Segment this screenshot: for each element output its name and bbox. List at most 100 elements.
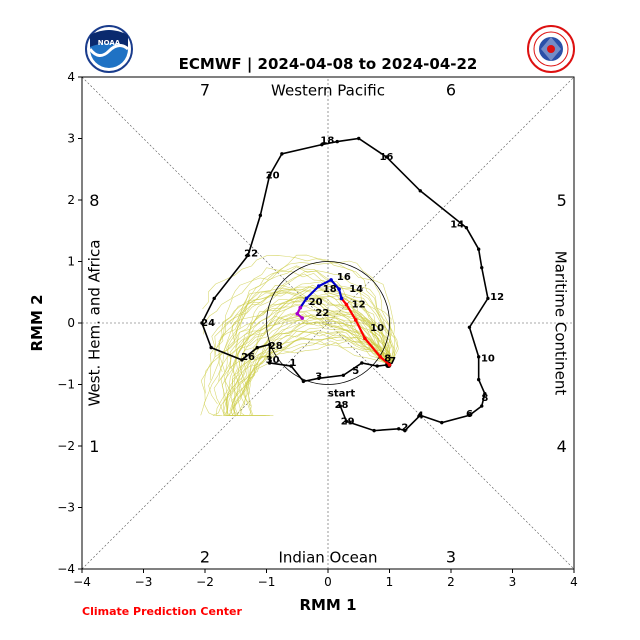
observed-day-label: 29	[341, 416, 355, 427]
observed-point	[280, 152, 284, 156]
ensemble-line	[226, 286, 395, 369]
ensemble-line	[214, 281, 390, 365]
observed-day-label: 22	[244, 249, 258, 260]
observed-path	[201, 137, 489, 432]
observed-point	[338, 404, 342, 408]
y-tick-label: −4	[57, 562, 75, 576]
forecast-point	[295, 311, 300, 316]
observed-point	[480, 265, 484, 270]
observed-point	[267, 173, 272, 178]
ensemble-line	[243, 317, 390, 416]
observed-point	[418, 413, 422, 417]
region-label-western-pacific: Western Pacific	[271, 81, 385, 99]
forecast-point	[387, 363, 392, 367]
observed-point	[483, 392, 487, 396]
forecast-point	[337, 287, 341, 291]
forecast-point	[298, 305, 303, 310]
ensemble-line	[234, 295, 393, 376]
ensemble-line	[200, 313, 390, 416]
observed-day-label: 28	[335, 400, 349, 411]
ensemble-line	[230, 313, 390, 416]
observed-point	[240, 358, 244, 362]
ensemble-line	[229, 303, 390, 412]
credit-text: Climate Prediction Center	[82, 605, 242, 618]
observed-point	[209, 345, 213, 350]
forecast-point	[353, 318, 358, 322]
ensemble-line	[221, 317, 390, 416]
observed-point	[289, 364, 293, 368]
y-tick-label: 3	[67, 132, 75, 146]
observed-point	[486, 296, 490, 301]
observed-day-label: 4	[417, 410, 424, 421]
observed-day-label: 2	[401, 423, 408, 434]
observed-point	[467, 413, 472, 417]
observed-day-label: 3	[315, 372, 322, 383]
ensemble-line	[237, 299, 390, 416]
ensemble-line	[236, 266, 392, 365]
observed-day-label: 24	[201, 318, 215, 329]
phase-label: 7	[200, 80, 210, 99]
observed-day-label: 16	[379, 152, 393, 163]
ensemble-line	[233, 340, 390, 416]
forecast-point	[329, 278, 333, 282]
observed-day-label: 18	[320, 135, 334, 146]
forecast-point	[344, 302, 349, 307]
observed-point	[397, 427, 401, 431]
y-tick-label: −3	[57, 501, 75, 515]
observed-day-label: 12	[490, 292, 504, 303]
x-tick-label: −3	[135, 575, 153, 589]
phase-label: 8	[89, 191, 99, 210]
y-tick-label: 1	[67, 255, 75, 269]
region-label-maritime-continent: Maritime Continent	[552, 251, 570, 396]
forecast-day-label: 22	[315, 308, 329, 319]
forecast-point	[378, 355, 383, 359]
ensemble-line	[231, 270, 396, 365]
unit-circle	[266, 261, 390, 385]
observed-point	[301, 379, 306, 384]
x-tick-label: 3	[509, 575, 517, 589]
forecast-day-label: 18	[323, 284, 337, 295]
x-tick-label: 1	[386, 575, 394, 589]
x-tick-label: −1	[258, 575, 276, 589]
y-tick-label: 0	[67, 316, 75, 330]
ensemble-line	[230, 300, 390, 407]
observed-point	[344, 419, 349, 424]
phase-label: 5	[557, 191, 567, 210]
observed-point	[357, 136, 361, 141]
observed-day-label: 7	[389, 356, 396, 367]
forecast-point	[316, 284, 321, 288]
observed-point	[255, 345, 259, 350]
forecast-point	[363, 336, 367, 341]
x-tick-label: −2	[196, 575, 214, 589]
observed-day-label: 8	[481, 393, 488, 404]
observed-day-label: 10	[481, 354, 495, 365]
region-label-indian-ocean: Indian Ocean	[278, 549, 377, 567]
forecast-day-label: 16	[337, 272, 351, 283]
forecast-point	[304, 296, 309, 301]
observed-point	[403, 428, 407, 433]
observed-point	[464, 225, 469, 230]
observed-point	[476, 377, 481, 382]
observed-point	[317, 376, 321, 381]
observed-point	[476, 247, 481, 251]
observed-point	[418, 189, 422, 193]
observed-point	[200, 321, 204, 325]
y-tick-label: 4	[67, 70, 75, 84]
noaa-logo: NOAA	[85, 25, 133, 73]
x-axis-label: RMM 1	[299, 596, 357, 614]
observed-point	[320, 142, 324, 147]
observed-day-label: 20	[266, 170, 280, 181]
ensemble-line	[203, 270, 390, 365]
ensemble-line	[213, 303, 390, 416]
observed-point	[372, 428, 376, 433]
x-tick-label: −4	[73, 575, 91, 589]
observed-day-label: 6	[466, 409, 473, 420]
forecast-day-label: 14	[349, 284, 363, 295]
observed-day-label: 30	[266, 355, 280, 366]
forecast-day-label: 8	[384, 354, 391, 365]
ensemble-line	[218, 265, 390, 365]
x-tick-label: 4	[570, 575, 578, 589]
observed-point	[467, 325, 472, 330]
observed-point	[258, 213, 263, 218]
